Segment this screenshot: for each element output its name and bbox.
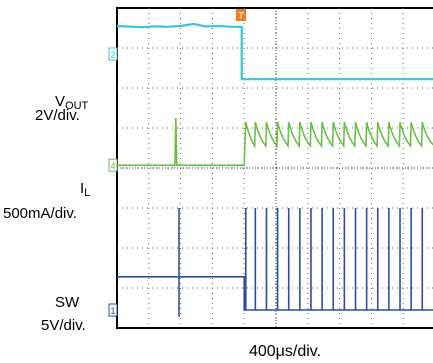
ground-marker-box: [108, 303, 118, 317]
il-trace: [117, 117, 433, 166]
channel-4-ground-marker: 4: [108, 158, 118, 172]
sw-scale: 5V/div.: [41, 317, 86, 334]
ground-marker-label: 2: [110, 50, 115, 60]
ground-marker-box: [108, 158, 118, 172]
ground-marker-label: 1: [110, 306, 115, 316]
traces: [116, 22, 433, 317]
sw-label: SW: [55, 294, 80, 311]
channel-1-ground-marker: 1: [108, 303, 118, 317]
markers: 2 4 1 T: [108, 9, 247, 317]
plot-frame: [116, 7, 433, 329]
grid: [117, 8, 433, 328]
il-scale: 500mA/div.: [3, 205, 77, 222]
il-label: IL: [80, 180, 90, 199]
trigger-marker-box: [236, 9, 247, 21]
x-axis-label: 400μs/div.: [249, 343, 321, 360]
trigger-marker: T: [236, 9, 247, 22]
vout-trace: [116, 22, 433, 81]
channel-2-ground-marker: 2: [108, 47, 118, 61]
sw-trace: [117, 208, 433, 317]
trigger-marker-label: T: [238, 11, 244, 22]
vout-scale: 2V/div.: [35, 107, 80, 124]
vout-label: VOUT: [55, 93, 89, 112]
ground-marker-box: [108, 47, 118, 61]
ground-marker-label: 4: [110, 161, 115, 171]
